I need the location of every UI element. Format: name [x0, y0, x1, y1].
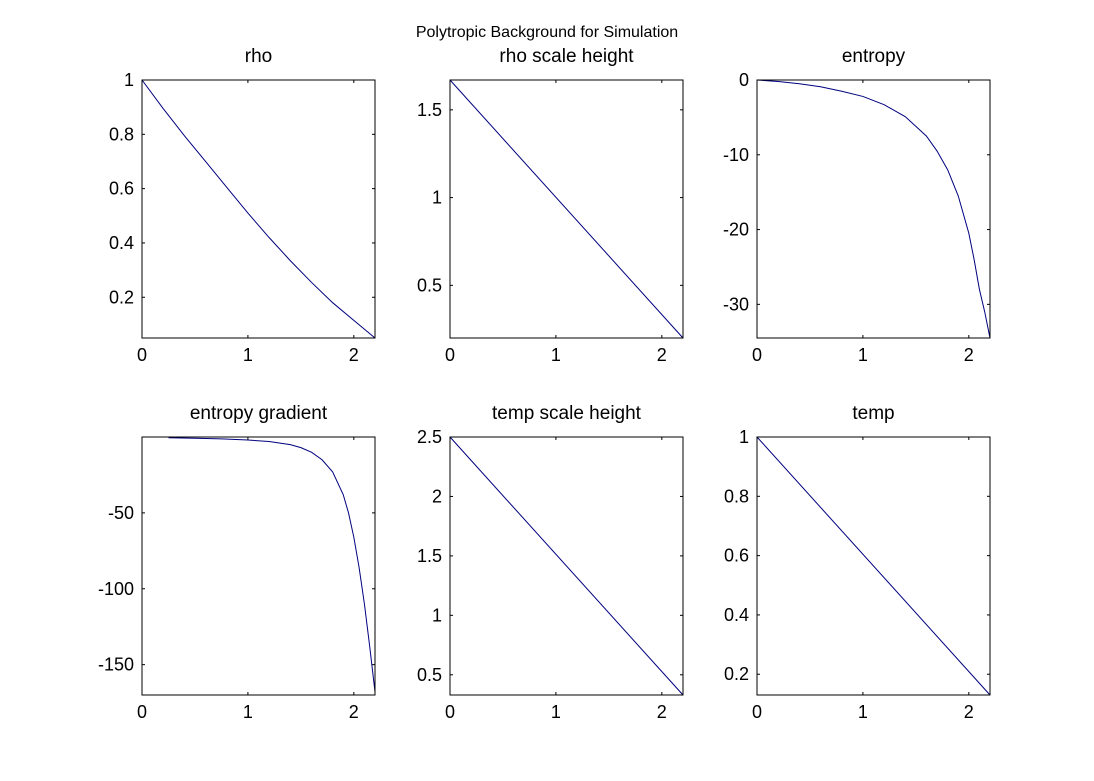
subplot-grid: rho 0 1 2 0.2 0.4 0.6 0.8 1 rho scale height 0 1 2 0.…: [98, 46, 991, 722]
y-tick-label: 2.5: [417, 427, 442, 447]
y-tick-label: 0.4: [724, 605, 749, 625]
y-tick-label: 0.6: [724, 546, 749, 566]
y-tick-label: 0.8: [109, 124, 134, 144]
y-tick-label: 1: [432, 605, 442, 625]
y-tick-label: 0.4: [109, 233, 134, 253]
x-tick-label: 2: [657, 345, 667, 365]
subplot-title: rho scale height: [499, 46, 634, 67]
subplot-1: rho 0 1 2 0.2 0.4 0.6 0.8 1: [109, 46, 376, 365]
subplot-5: temp scale height 0 1 2 0.5 1 1.5 2 2.5: [417, 403, 684, 722]
axes-frame: [756, 79, 991, 339]
series-line: [449, 436, 684, 696]
y-tick-label: 0.6: [109, 179, 134, 199]
x-tick-label: 1: [243, 702, 253, 722]
x-tick-label: 1: [243, 345, 253, 365]
y-tick-label: 0.5: [417, 665, 442, 685]
y-tick-label: -10: [723, 145, 749, 165]
series-line: [756, 436, 991, 696]
x-tick-label: 0: [752, 345, 762, 365]
y-tick-label: 1.5: [417, 546, 442, 566]
y-tick-label: 0: [739, 70, 749, 90]
y-tick-label: 1.5: [417, 100, 442, 120]
y-tick-label: -100: [98, 579, 134, 599]
y-tick-label: 0.2: [724, 664, 749, 684]
axes-frame: [449, 436, 684, 696]
x-tick-label: 2: [349, 702, 359, 722]
x-tick-label: 0: [445, 345, 455, 365]
y-tick-label: 1: [432, 188, 442, 208]
y-tick-label: -50: [108, 503, 134, 523]
figure-suptitle: Polytropic Background for Simulation: [416, 24, 678, 41]
series-line: [168, 437, 376, 693]
subplot-title: rho: [245, 46, 272, 67]
subplot-2: rho scale height 0 1 2 0.5 1 1.5: [417, 46, 684, 365]
series-line: [141, 79, 376, 339]
axes-frame: [449, 79, 684, 339]
x-tick-label: 1: [858, 702, 868, 722]
axes-frame: [141, 436, 376, 696]
x-tick-label: 1: [858, 345, 868, 365]
subplot-title: temp: [852, 403, 894, 424]
axes-frame: [141, 79, 376, 339]
y-tick-label: -20: [723, 220, 749, 240]
subplot-4: entropy gradient 0 1 2 -150 -100 -50: [98, 403, 376, 722]
y-tick-label: 1: [124, 70, 134, 90]
y-tick-label: 0.2: [109, 287, 134, 307]
y-tick-label: -150: [98, 655, 134, 675]
x-tick-label: 2: [349, 345, 359, 365]
subplot-title: entropy gradient: [190, 403, 328, 424]
subplot-6: temp 0 1 2 0.2 0.4 0.6 0.8 1: [724, 403, 991, 722]
x-tick-label: 1: [551, 345, 561, 365]
subplot-3: entropy 0 1 2 -30 -20 -10 0: [723, 46, 991, 365]
subplot-title: entropy: [842, 46, 906, 67]
y-tick-label: 0.8: [724, 486, 749, 506]
axes-frame: [756, 436, 991, 696]
series-line: [449, 79, 684, 339]
x-tick-label: 0: [137, 702, 147, 722]
x-tick-label: 0: [445, 702, 455, 722]
x-tick-label: 2: [964, 702, 974, 722]
y-tick-label: 1: [739, 427, 749, 447]
x-tick-label: 2: [964, 345, 974, 365]
x-tick-label: 1: [551, 702, 561, 722]
x-tick-label: 0: [752, 702, 762, 722]
series-line: [756, 79, 991, 339]
x-tick-label: 2: [657, 702, 667, 722]
y-tick-label: 2: [432, 486, 442, 506]
subplot-title: temp scale height: [492, 403, 642, 424]
y-tick-label: 0.5: [417, 275, 442, 295]
y-tick-label: -30: [723, 294, 749, 314]
x-tick-label: 0: [137, 345, 147, 365]
